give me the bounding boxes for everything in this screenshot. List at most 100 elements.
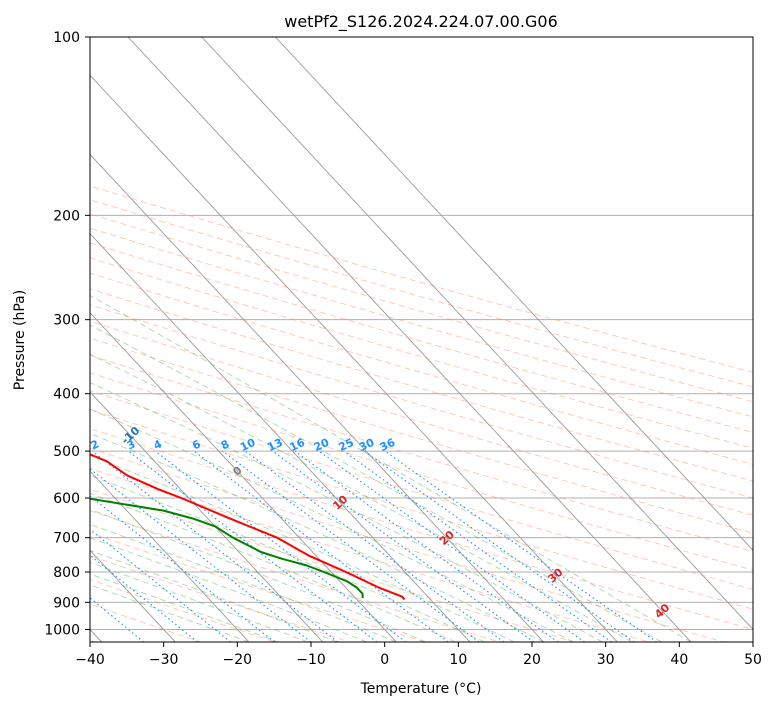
moist-adiabat-24 <box>90 408 574 642</box>
temperature-profile-line <box>90 453 406 601</box>
moist-adiabat-0 <box>90 523 397 642</box>
mixing-ratio-line-3 <box>128 450 378 642</box>
chart-title: wetPf2_S126.2024.224.07.00.G06 <box>284 12 558 32</box>
dry-adiabat--30 <box>90 603 201 642</box>
x-tick-label: −20 <box>223 652 253 668</box>
x-tick-label: 40 <box>670 652 688 668</box>
moist-adiabat-12 <box>90 474 485 642</box>
y-tick-label: 100 <box>53 30 80 46</box>
dry-adiabat-190 <box>90 199 753 388</box>
dry-adiabat-140 <box>90 272 753 465</box>
x-tick-label: −40 <box>75 652 105 668</box>
dry-adiabat-20 <box>90 488 575 642</box>
mixing-ratio-line-30 <box>363 450 635 642</box>
x-tick-label: 50 <box>744 652 762 668</box>
dry-adiabat-90 <box>90 354 753 552</box>
dry-adiabat-200 <box>90 185 753 373</box>
y-tick-label: 700 <box>53 531 80 547</box>
isotherm-10 <box>90 232 471 642</box>
dry-adiabat--20 <box>90 578 276 642</box>
background-lines <box>90 37 753 642</box>
isotherm-20 <box>90 153 545 642</box>
moist-adiabat-20 <box>90 432 544 642</box>
dry-adiabat-150 <box>90 257 753 449</box>
dry-adiabat-170 <box>90 227 753 418</box>
mixing-ratio-label: 0.6 <box>0 435 8 455</box>
dry-adiabat-180 <box>90 213 753 403</box>
moist-adiabat--12 <box>90 562 309 642</box>
isotherm--10 <box>90 391 324 642</box>
dewpoint-profile-line <box>90 497 364 599</box>
plot-frame <box>89 36 754 643</box>
dry-adiabat-60 <box>90 408 753 610</box>
moist-adiabat-32 <box>90 353 633 642</box>
mixing-ratio-label: 20 <box>312 436 332 454</box>
mixing-ratio-line-4 <box>154 450 407 642</box>
mixing-ratio-label: 13 <box>265 436 284 454</box>
moist-adiabat-28 <box>90 382 603 642</box>
dry-adiabat--10 <box>90 555 351 642</box>
moist-adiabat-16 <box>90 454 515 642</box>
mixing-ratio-line-0.6 <box>90 528 231 642</box>
profiles <box>90 453 406 601</box>
y-tick-label: 500 <box>53 444 80 460</box>
mixing-ratio-label: 25 <box>337 436 356 454</box>
mixing-ratio-line-16 <box>294 450 559 642</box>
mixing-ratio-label: 10 <box>238 436 258 454</box>
x-axis-label: Temperature (°C) <box>360 681 482 697</box>
dry-adiabat-80 <box>90 372 753 571</box>
y-tick-label: 900 <box>53 595 80 611</box>
y-tick-label: 200 <box>53 208 80 224</box>
mixing-ratio-line-13 <box>272 450 535 642</box>
mixing-ratio-label: 8 <box>219 437 231 452</box>
mixing-ratio-line-8 <box>222 450 480 642</box>
y-axis-ticks: 100 200 300 400 500 600 700 800 900 1000 <box>44 30 90 638</box>
x-tick-label: −10 <box>296 652 326 668</box>
x-axis-ticks: −40 −30 −20 −10 0 10 20 30 40 50 <box>75 642 762 668</box>
mixing-ratio-label: 30 <box>357 436 377 454</box>
y-tick-label: 1000 <box>44 622 80 638</box>
mixing-ratio-label: 1 <box>30 437 42 452</box>
y-tick-label: 400 <box>53 387 80 403</box>
dry-adiabat-130 <box>90 288 753 482</box>
isotherm-60 <box>275 37 753 551</box>
y-tick-label: 800 <box>53 565 80 581</box>
dry-adiabat-160 <box>90 242 753 433</box>
mixing-ratio-line-1 <box>90 495 275 642</box>
dry-adiabat-110 <box>90 320 753 516</box>
isotherm-40 <box>127 37 692 642</box>
x-tick-label: 20 <box>523 652 541 668</box>
mixing-ratio-label: 16 <box>288 436 308 454</box>
dry-adiabat-70 <box>90 390 753 590</box>
mixing-ratio-line-0.2 <box>90 597 145 642</box>
isotherm-0 <box>90 312 397 642</box>
moist-adiabat--16 <box>90 573 279 642</box>
moist-adiabat-36 <box>90 324 662 642</box>
isotherm-50 <box>201 37 753 631</box>
mixing-ratio-line-6 <box>193 450 449 642</box>
isotherm-30 <box>90 74 618 642</box>
mixing-ratio-line-36 <box>384 450 658 642</box>
mixing-ratio-label: 36 <box>378 436 398 454</box>
x-tick-label: −30 <box>149 652 179 668</box>
isotherm-label: -20 <box>18 395 42 418</box>
mixing-ratio-label: 2 <box>89 437 101 452</box>
y-axis-label: Pressure (hPa) <box>12 290 28 390</box>
mixing-ratio-line-0.4 <box>90 554 198 642</box>
dry-adiabat-10 <box>90 510 500 642</box>
x-tick-label: 0 <box>380 652 389 668</box>
dry-adiabat-100 <box>90 337 753 534</box>
x-tick-label: 30 <box>597 652 615 668</box>
mixing-ratio-line-1.5 <box>90 468 312 642</box>
x-tick-label: 10 <box>449 652 467 668</box>
dry-adiabat-50 <box>90 428 753 630</box>
moist-adiabat--20 <box>90 584 250 642</box>
isotherm--20 <box>90 470 250 642</box>
dry-adiabat-120 <box>90 304 753 499</box>
y-tick-label: 300 <box>53 313 80 329</box>
mixing-ratio-line-25 <box>343 450 612 642</box>
y-tick-label: 600 <box>53 491 80 507</box>
mixing-ratio-label: 4 <box>151 437 164 452</box>
mixing-ratio-line-20 <box>318 450 585 642</box>
